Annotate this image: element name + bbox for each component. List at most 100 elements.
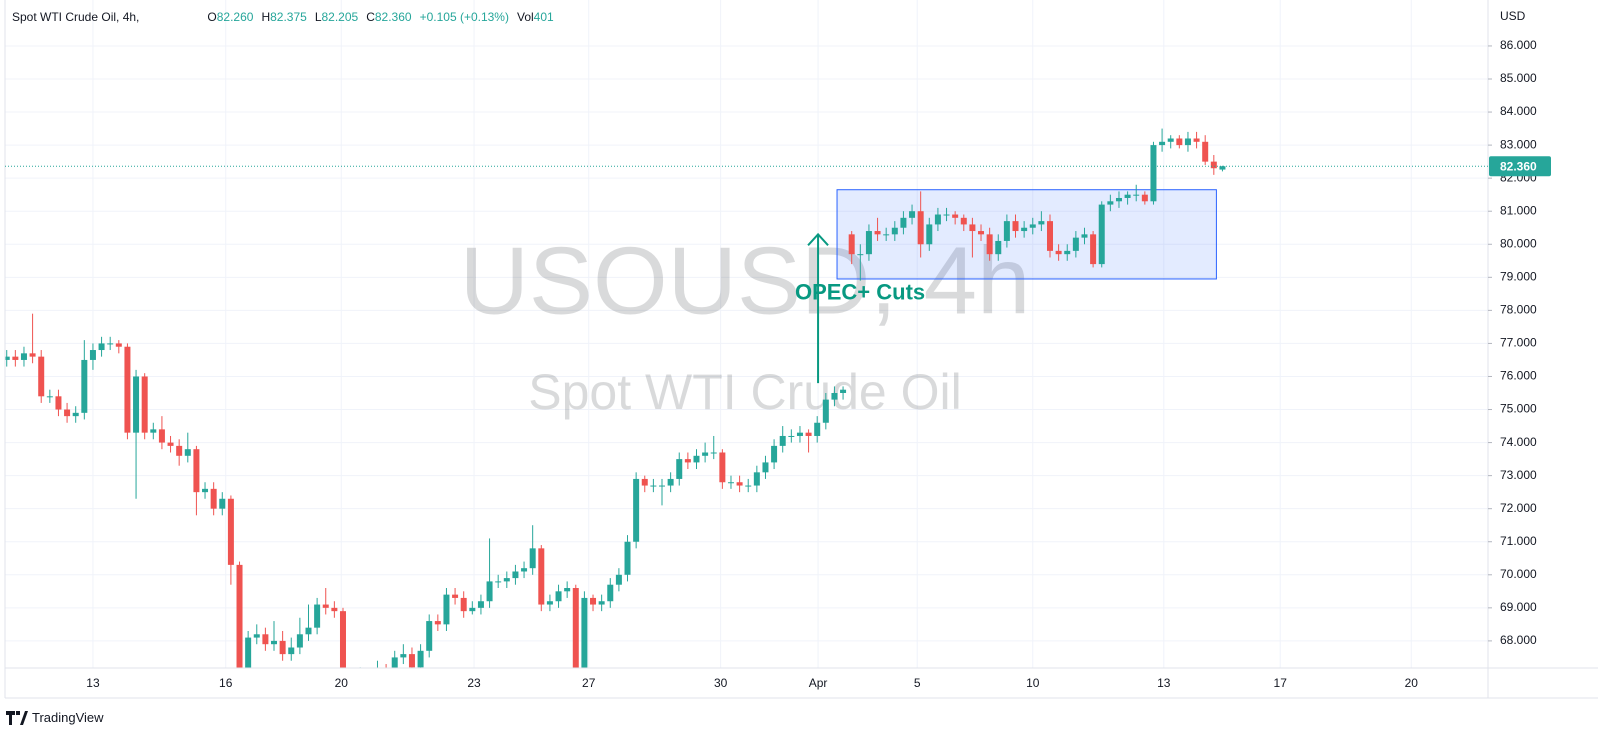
candle-body xyxy=(89,350,96,360)
candle-body xyxy=(184,449,191,456)
watermark-symbol: USOUSD, 4h xyxy=(460,227,1031,334)
candle-body xyxy=(460,597,467,612)
currency-label: USD xyxy=(1500,9,1526,23)
candle-body xyxy=(969,224,976,232)
x-tick-label: 5 xyxy=(914,676,921,690)
x-tick-label: 16 xyxy=(219,676,233,690)
candle-body xyxy=(486,581,493,602)
x-tick-label: 20 xyxy=(1405,676,1419,690)
candle-body xyxy=(426,621,433,651)
y-tick-label: 81.000 xyxy=(1500,203,1537,217)
candle-body xyxy=(1210,161,1217,169)
candle-body xyxy=(909,211,916,218)
candle-body xyxy=(943,214,950,216)
candle-body xyxy=(253,634,260,638)
candle-body xyxy=(978,231,985,235)
close-value: 82.360 xyxy=(374,10,412,24)
spacer xyxy=(509,10,517,24)
candle-body xyxy=(538,548,545,605)
x-tick-label: 10 xyxy=(1026,676,1040,690)
candle-body xyxy=(477,601,484,608)
axes: USD 68.000 69.000 70.000 71.000 72.000 73.000… xyxy=(4,0,1598,699)
candle-body xyxy=(917,211,924,245)
candle-body xyxy=(1150,145,1157,202)
candle-body xyxy=(788,435,795,437)
candle-body xyxy=(1012,221,1019,232)
candle-body xyxy=(262,634,269,645)
candle-body xyxy=(934,214,941,225)
candle-body xyxy=(38,356,45,397)
candle-body xyxy=(727,482,734,484)
x-tick-label: 17 xyxy=(1274,676,1288,690)
last-price-label: 82.360 xyxy=(1500,159,1537,173)
candle-body xyxy=(236,564,243,668)
candle-body xyxy=(1055,250,1062,255)
candle-body xyxy=(546,601,553,605)
y-tick-label: 69.000 xyxy=(1500,600,1537,614)
candle-body xyxy=(495,581,502,583)
candle-body xyxy=(1107,201,1114,205)
volume-value: 401 xyxy=(533,10,554,24)
open-key: O xyxy=(207,10,217,24)
x-tick-label: 30 xyxy=(714,676,728,690)
y-tick-label: 74.000 xyxy=(1500,435,1537,449)
y-tick-label: 75.000 xyxy=(1500,402,1537,416)
y-tick-label: 84.000 xyxy=(1500,104,1537,118)
high-value: 82.375 xyxy=(270,10,307,24)
candle-body xyxy=(1046,221,1053,251)
brand: TradingView xyxy=(6,710,104,725)
candle-body xyxy=(883,234,890,236)
candle-body xyxy=(400,654,407,658)
candle-body xyxy=(314,604,321,628)
x-tick-label: 27 xyxy=(582,676,596,690)
candle-body xyxy=(848,234,855,255)
candle-body xyxy=(1038,221,1045,225)
x-tick-label: 20 xyxy=(335,676,349,690)
candle-body xyxy=(529,548,536,569)
close-key: C xyxy=(366,10,375,24)
candle-body xyxy=(1072,237,1079,251)
candle-body xyxy=(339,611,346,668)
candle-body xyxy=(719,452,726,483)
candle-body xyxy=(874,231,881,235)
candle-body xyxy=(383,671,389,674)
candle-body xyxy=(659,485,666,487)
candle-body xyxy=(417,650,424,668)
candle-body xyxy=(176,445,183,456)
spacer xyxy=(358,10,366,24)
annotation-label: OPEC+ Cuts xyxy=(795,280,925,305)
candle-body xyxy=(736,482,743,486)
x-tick-label: 23 xyxy=(467,676,481,690)
candle-body xyxy=(167,442,174,446)
candle-body xyxy=(624,541,631,575)
candle-body xyxy=(305,627,312,635)
candle-body xyxy=(650,485,657,487)
candle-body xyxy=(1167,138,1174,142)
candle-body xyxy=(357,674,363,681)
candle-body xyxy=(1193,138,1200,142)
y-tick-label: 80.000 xyxy=(1500,236,1537,250)
candle-body xyxy=(1021,227,1028,232)
low-value: 82.205 xyxy=(321,10,359,24)
candle-body xyxy=(840,389,847,393)
annotation-arrowhead xyxy=(807,232,829,247)
candles xyxy=(5,128,1226,681)
candle-body xyxy=(702,452,709,456)
candle-body xyxy=(753,472,760,486)
open-value: 82.260 xyxy=(216,10,254,24)
candle-body xyxy=(1124,194,1131,198)
low-key: L xyxy=(314,10,322,24)
candle-body xyxy=(684,459,691,463)
candle-body xyxy=(1081,234,1088,238)
candle-body xyxy=(779,435,786,446)
y-tick-label: 86.000 xyxy=(1500,38,1537,52)
x-tick-label: 13 xyxy=(86,676,100,690)
candle-body xyxy=(607,584,614,602)
candle-body xyxy=(98,343,105,351)
candle-body xyxy=(598,601,605,605)
candle-body xyxy=(796,432,803,436)
candle-body xyxy=(150,429,157,433)
grid xyxy=(5,0,1488,668)
candle-body xyxy=(891,227,898,235)
